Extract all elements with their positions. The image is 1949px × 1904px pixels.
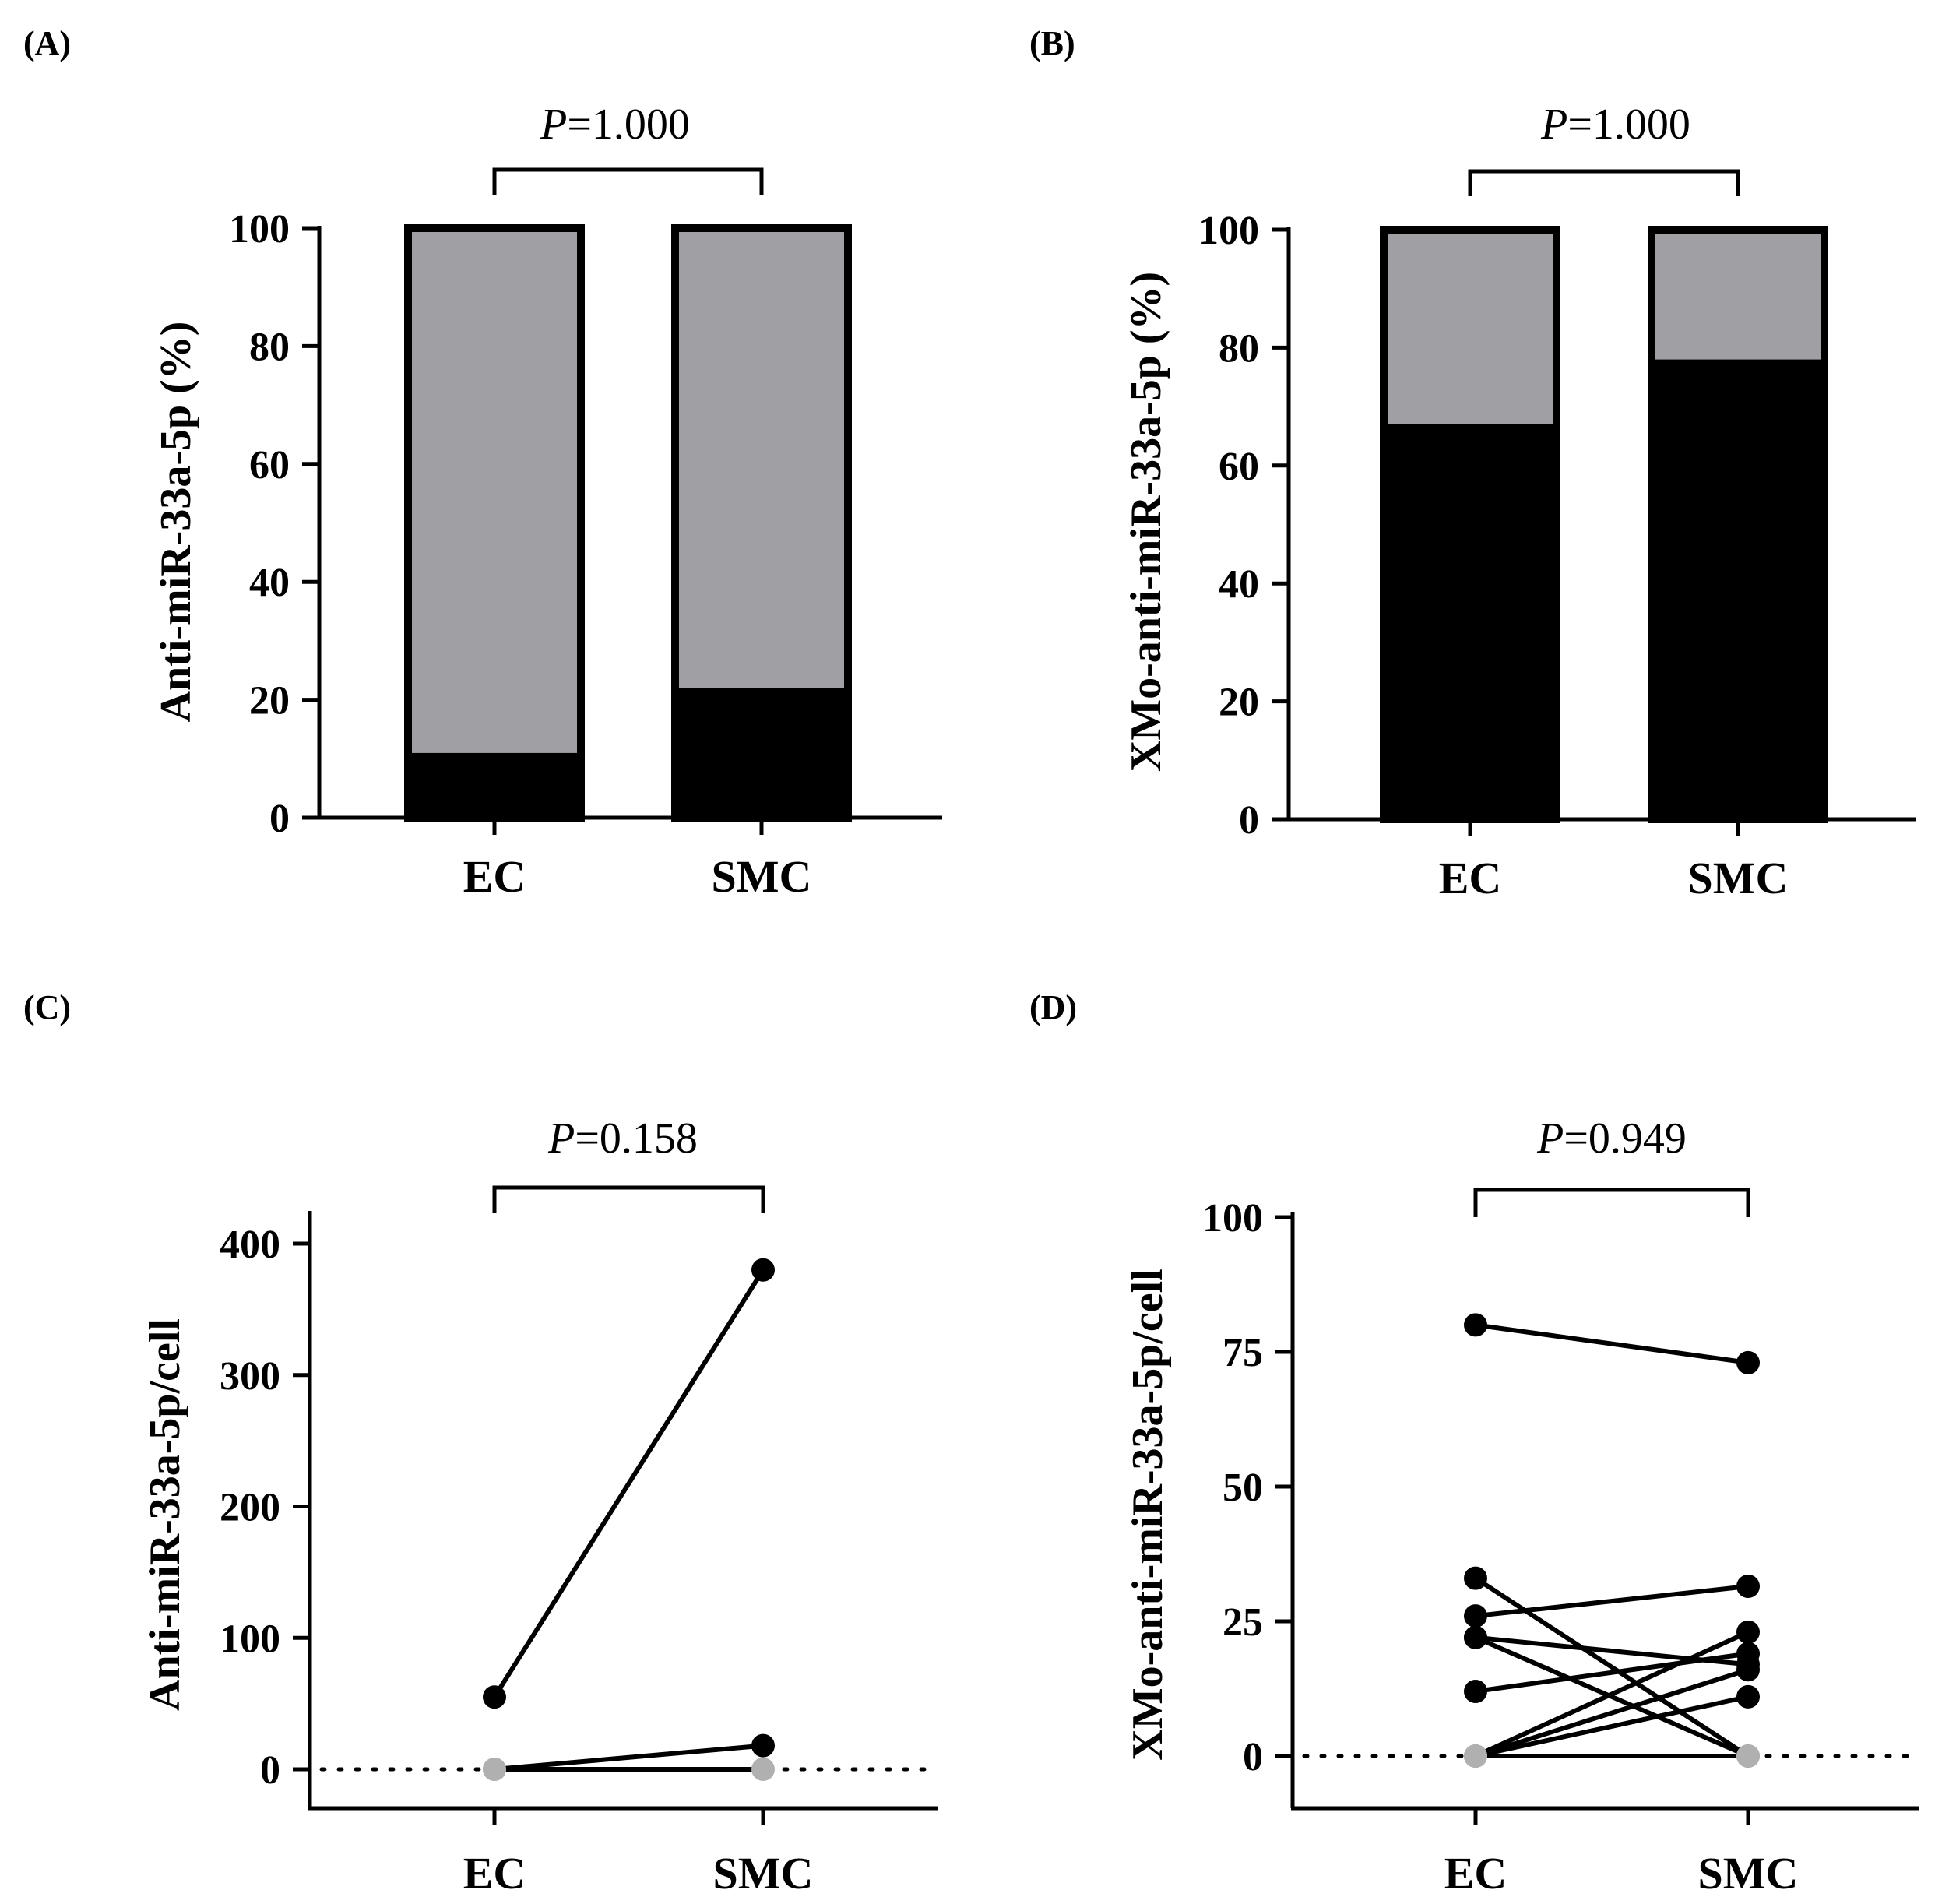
pair-line-d-6: [1474, 1630, 1750, 1758]
data-point-d-ec-1: [1464, 1566, 1487, 1590]
panel-label-b: (B): [1029, 24, 1075, 62]
data-point-d-smc-5: [1736, 1642, 1760, 1666]
p-symbol-b: P: [1540, 100, 1567, 149]
data-point-c-ec-2: [483, 1758, 506, 1781]
y-tick-label-d-0: 0: [1243, 1735, 1263, 1779]
panel-d: (D) P=0.949 XMo-anti-miR-33a-5p/cell 0 25…: [1029, 988, 1922, 1899]
y-tick-label-c-0: 0: [260, 1748, 280, 1793]
y-tick-label-b-60: 60: [1219, 445, 1259, 489]
bracket-d: [1473, 1188, 1750, 1217]
y-axis-title-a: Anti-miR-33a-5p (%): [152, 322, 200, 723]
y-tick-label-d-100: 100: [1202, 1196, 1263, 1241]
x-tick-label-b-ec: EC: [1439, 853, 1502, 903]
p-symbol-c: P: [547, 1114, 575, 1163]
bracket-c: [492, 1185, 765, 1213]
y-tick-label-b-100: 100: [1198, 209, 1259, 253]
bar-b-ec-gray: [1384, 230, 1557, 424]
bracket-a: [492, 167, 764, 195]
y-tick-label-a-0: 0: [269, 797, 290, 841]
p-number-a: =1.000: [567, 100, 690, 149]
data-point-d-smc-0: [1736, 1350, 1760, 1374]
y-tick-label-c-100: 100: [220, 1617, 280, 1661]
x-tick-label-b-smc: SMC: [1688, 853, 1789, 903]
y-tick-label-a-20: 20: [249, 679, 290, 723]
data-point-c-smc-1: [751, 1733, 775, 1758]
p-number-b: =1.000: [1567, 100, 1690, 149]
pair-line-d-4: [1474, 1635, 1750, 1758]
data-point-d-smc-9: [1736, 1744, 1760, 1768]
x-tick-label-a-ec: EC: [463, 851, 526, 902]
y-tick-label-b-40: 40: [1219, 562, 1259, 607]
p-value-c: P=0.158: [547, 1114, 698, 1163]
data-point-d-ec-5: [1464, 1679, 1487, 1703]
bar-a-smc-black: [675, 688, 848, 818]
y-axis-title-b: XMo-anti-miR-33a-5p (%): [1122, 272, 1170, 772]
data-point-d-smc-8: [1736, 1658, 1760, 1682]
y-tick-label-d-25: 25: [1223, 1600, 1263, 1645]
data-point-d-smc-2: [1736, 1575, 1760, 1599]
y-axis-title-c: Anti-miR-33a-5p/cell: [141, 1318, 189, 1711]
y-tick-label-d-50: 50: [1223, 1466, 1263, 1510]
data-point-c-smc-0: [751, 1258, 775, 1282]
pair-line-d-0: [1475, 1322, 1749, 1365]
pair-line-d-8: [1475, 1667, 1749, 1758]
bar-b-smc-gray: [1652, 230, 1824, 360]
p-symbol-d: P: [1536, 1114, 1564, 1163]
data-point-d-ec-4: [1464, 1625, 1487, 1649]
y-tick-label-c-400: 400: [220, 1223, 280, 1267]
panel-a: (A) P=1.000 Anti-miR-33a-5p (%) 0 20 40 60 8…: [23, 24, 942, 902]
p-value-b: P=1.000: [1540, 100, 1690, 149]
panel-label-a: (A): [23, 24, 71, 62]
pair-line-c-1: [494, 1743, 764, 1772]
x-tick-label-d-ec: EC: [1444, 1848, 1507, 1899]
p-number-c: =0.158: [575, 1114, 698, 1163]
x-tick-label-c-ec: EC: [463, 1848, 526, 1899]
y-tick-label-a-60: 60: [249, 443, 290, 487]
y-axis-title-d: XMo-anti-miR-33a-5p/cell: [1124, 1269, 1172, 1760]
data-point-c-smc-2: [751, 1758, 775, 1781]
y-tick-label-c-200: 200: [220, 1486, 280, 1530]
pair-line-d-5: [1475, 1651, 1749, 1694]
pair-line-d-7: [1475, 1694, 1749, 1758]
p-symbol-a: P: [540, 100, 567, 149]
x-tick-label-d-smc: SMC: [1698, 1848, 1799, 1899]
y-tick-label-c-300: 300: [220, 1354, 280, 1399]
y-tick-label-b-20: 20: [1219, 681, 1259, 725]
data-point-d-smc-6: [1736, 1620, 1760, 1644]
x-tick-label-c-smc: SMC: [713, 1848, 814, 1899]
y-tick-label-b-80: 80: [1219, 326, 1259, 371]
plot-area-a: 0 20 40 60 80 100: [229, 207, 942, 841]
data-point-d-ec-9: [1464, 1744, 1487, 1768]
bar-a-smc-gray: [675, 228, 848, 688]
y-tick-label-b-0: 0: [1239, 798, 1259, 843]
bar-a-ec-gray: [408, 228, 581, 753]
y-tick-label-d-75: 75: [1223, 1331, 1263, 1375]
y-tick-label-a-80: 80: [249, 325, 290, 369]
plot-area-b: 0 20 40 60 80 100: [1198, 209, 1916, 843]
p-value-d: P=0.949: [1536, 1114, 1687, 1163]
panel-b: (B) P=1.000 XMo-anti-miR-33a-5p (%) 0 20 4…: [1029, 24, 1916, 903]
panel-label-c: (C): [23, 988, 71, 1026]
bar-b-ec-black: [1384, 424, 1557, 819]
plot-area-d: 0 25 50 75 100: [1202, 1196, 1922, 1825]
y-tick-label-a-40: 40: [249, 561, 290, 605]
bar-a-ec-black: [408, 752, 581, 818]
panel-c: (C) P=0.158 Anti-miR-33a-5p/cell 0 100 200…: [23, 988, 941, 1899]
y-tick-label-a-100: 100: [229, 207, 290, 252]
plot-area-c: 0 100 200 300 400: [220, 1211, 941, 1825]
x-tick-label-a-smc: SMC: [712, 851, 812, 902]
p-number-d: =0.949: [1564, 1114, 1687, 1163]
pair-line-d-1: [1474, 1576, 1750, 1758]
data-point-d-smc-7: [1736, 1684, 1760, 1709]
pair-line-c-0: [492, 1269, 765, 1698]
bar-b-smc-black: [1652, 359, 1824, 819]
pair-line-d-2: [1475, 1584, 1749, 1619]
data-point-c-ec-0: [483, 1685, 506, 1709]
p-value-a: P=1.000: [540, 100, 690, 149]
panel-label-d: (D): [1029, 988, 1077, 1026]
data-point-d-ec-2: [1464, 1604, 1487, 1628]
bracket-b: [1468, 169, 1740, 196]
data-point-d-ec-0: [1464, 1313, 1487, 1337]
